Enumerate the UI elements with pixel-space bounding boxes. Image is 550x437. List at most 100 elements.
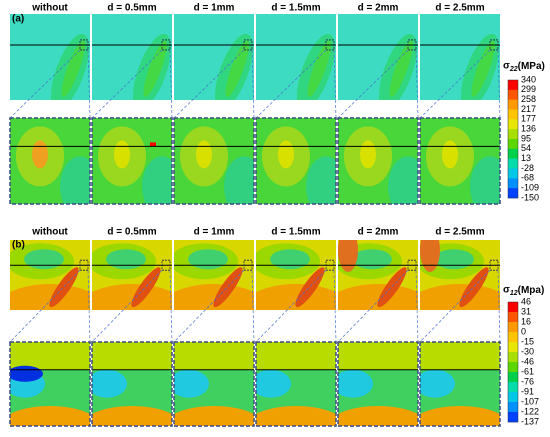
- contour-image: [10, 14, 90, 100]
- field: [188, 249, 228, 270]
- field: [388, 156, 418, 204]
- field: [471, 40, 495, 97]
- contour: [338, 240, 418, 310]
- field: [225, 40, 249, 97]
- zoom-guide: [497, 270, 501, 343]
- field: [470, 156, 500, 204]
- field: [92, 406, 172, 426]
- contour: [420, 240, 500, 310]
- zoom-guide: [497, 49, 501, 119]
- zoom-guide: [169, 49, 173, 119]
- field: [377, 267, 407, 308]
- contour: [174, 118, 254, 204]
- zoom-guide: [255, 269, 327, 343]
- contour: [420, 118, 500, 204]
- colorbar-frame: [507, 301, 519, 423]
- contour: [10, 342, 90, 426]
- contour: [10, 240, 90, 310]
- column-header: d = 1mm: [194, 3, 235, 14]
- zoom-guide: [87, 270, 91, 343]
- contour-image: [10, 240, 90, 310]
- zoom-guide: [9, 49, 81, 119]
- zoom-marker: [325, 39, 335, 51]
- field: [459, 267, 489, 308]
- legend-title: σ22(MPa): [503, 61, 545, 73]
- zoom-image: [255, 117, 337, 205]
- legend-subscript: 22: [509, 66, 518, 73]
- zoom-guide: [419, 269, 491, 343]
- contour: [338, 118, 418, 204]
- colorbar-segment: [508, 80, 518, 91]
- field: [61, 40, 85, 97]
- contour: [338, 342, 418, 426]
- field: [142, 156, 172, 204]
- contour: [92, 342, 172, 426]
- zoom-guide: [87, 49, 91, 119]
- colorbar-tick-label: -150: [521, 192, 539, 202]
- zoom-marker: [161, 259, 171, 271]
- field: [420, 284, 500, 310]
- field: [60, 156, 90, 204]
- colorbar-tick-label: 136: [521, 124, 536, 134]
- colorbar-segment: [508, 148, 518, 159]
- field: [338, 406, 418, 426]
- field: [24, 249, 64, 270]
- colorbar-tick-label: -107: [521, 396, 539, 406]
- colorbar-segment: [508, 372, 518, 383]
- colorbar-segment: [508, 392, 518, 403]
- colorbar-tick-label: -137: [521, 416, 539, 426]
- zoom-border: [419, 341, 501, 427]
- field: [106, 249, 146, 270]
- zoom-border: [337, 341, 419, 427]
- zoom-border: [173, 117, 255, 205]
- contour-image: [256, 14, 336, 100]
- zoom-guide: [169, 270, 173, 343]
- contour-image: [338, 14, 418, 100]
- field: [270, 249, 310, 270]
- colorbar-segment: [508, 362, 518, 373]
- field: [114, 140, 130, 169]
- colorbar-tick-label: 95: [521, 133, 531, 143]
- zoom-guide: [333, 270, 337, 343]
- column-header: d = 1.5mm: [271, 3, 320, 14]
- zoom-guide: [9, 269, 81, 343]
- zoom-border: [337, 117, 419, 205]
- field: [338, 240, 358, 272]
- field: [307, 40, 331, 97]
- contour: [92, 240, 172, 310]
- zoom-border: [91, 341, 173, 427]
- field: [442, 140, 458, 169]
- contour: [92, 118, 172, 204]
- colorbar-tick-label: -30: [521, 346, 534, 356]
- field: [278, 140, 294, 169]
- field: [49, 267, 79, 308]
- zoom-image: [9, 117, 91, 205]
- colorbar-tick-label: 46: [521, 296, 531, 306]
- legend-unit: (MPa): [518, 61, 545, 72]
- column-header: without: [31, 3, 68, 14]
- field: [295, 267, 325, 308]
- colorbar-tick-label: -122: [521, 406, 539, 416]
- zoom-border: [255, 117, 337, 205]
- zoom-image: [173, 341, 255, 427]
- zoom-marker: [79, 259, 89, 271]
- colorbar-segment: [508, 129, 518, 140]
- colorbar-tick-label: 217: [521, 104, 536, 114]
- zoom-guide: [173, 269, 245, 343]
- contour: [174, 342, 254, 426]
- field: [338, 284, 418, 310]
- field: [224, 156, 254, 204]
- colorbar-segment: [508, 312, 518, 323]
- column-header: d = 2mm: [358, 227, 399, 238]
- field: [420, 240, 440, 272]
- field: [338, 369, 373, 398]
- column-header: d = 2.5mm: [435, 3, 484, 14]
- contour: [256, 342, 336, 426]
- field: [174, 369, 209, 398]
- contour-image: [420, 14, 500, 100]
- contour: [174, 240, 254, 310]
- colorbar-segment: [508, 332, 518, 343]
- legend-title: σ12(Mpa): [503, 285, 544, 297]
- contour: [338, 14, 418, 100]
